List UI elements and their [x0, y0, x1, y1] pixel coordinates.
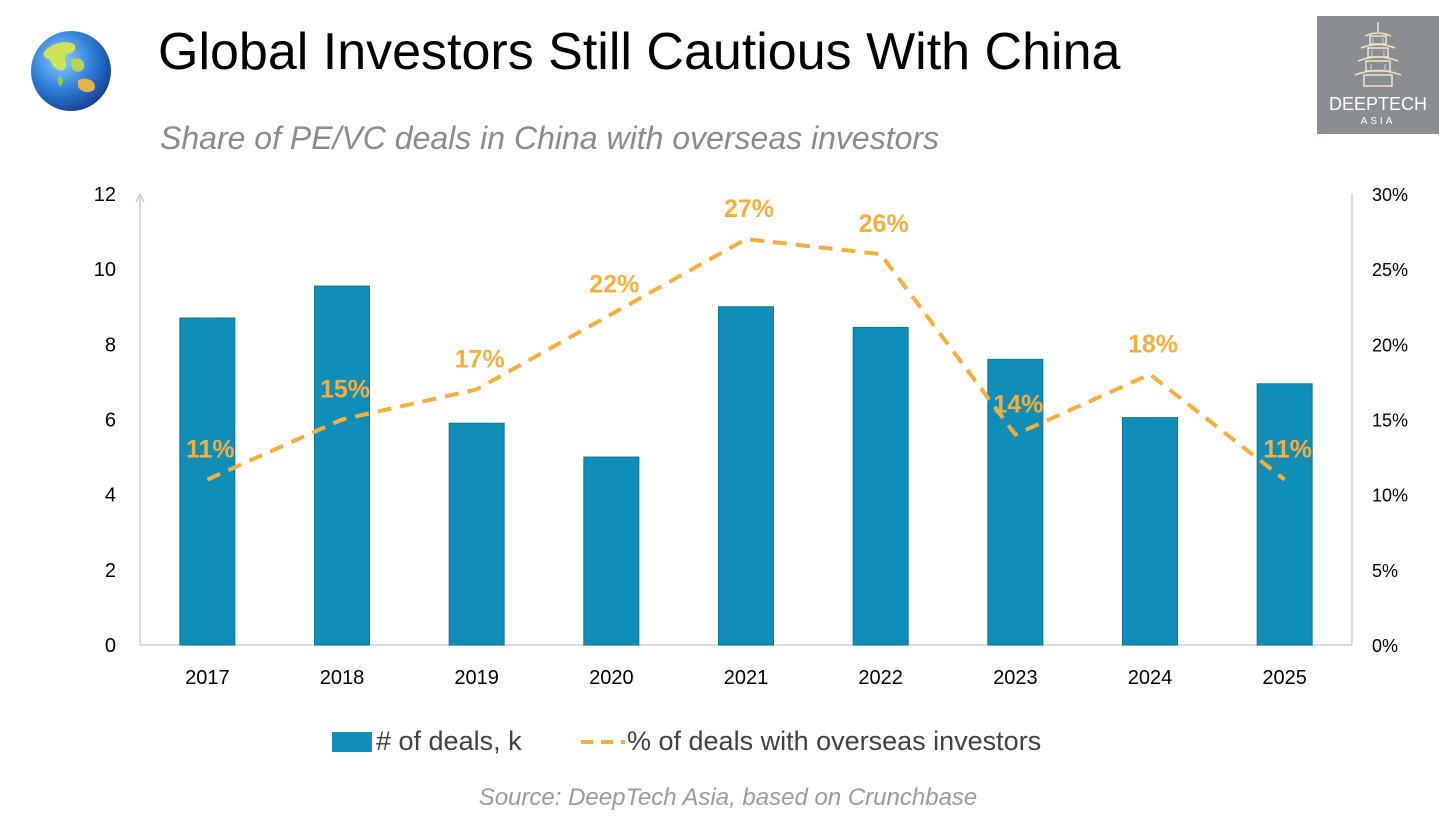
bar	[314, 285, 370, 646]
y-tick-right: 30%	[1372, 185, 1408, 205]
x-tick: 2022	[858, 667, 903, 689]
data-label: 18%	[1128, 330, 1178, 358]
bar	[179, 317, 236, 646]
y-tick-left: 12	[94, 184, 116, 206]
y-tick-right: 20%	[1372, 335, 1408, 355]
bar	[718, 306, 774, 646]
y-tick-left: 0	[105, 635, 116, 657]
x-tick: 2018	[320, 667, 365, 689]
y-tick-right: 15%	[1372, 411, 1408, 431]
data-label: 11%	[186, 436, 235, 464]
legend-item-share: % of deals with overseas investors	[581, 726, 1041, 757]
pagoda-icon	[1354, 22, 1402, 87]
data-label: 11%	[1263, 436, 1312, 464]
bar	[852, 326, 909, 646]
chart-subtitle: Share of PE/VC deals in China with overs…	[160, 120, 940, 156]
logo-name: DEEPTECH	[1328, 94, 1427, 114]
y-tick-right: 0%	[1372, 636, 1398, 656]
data-label: 22%	[589, 270, 639, 298]
x-tick: 2024	[1128, 667, 1173, 689]
legend-swatch-line	[581, 739, 625, 744]
y-tick-right: 25%	[1372, 260, 1408, 280]
y-tick-right: 10%	[1372, 486, 1408, 506]
x-tick: 2019	[454, 667, 499, 689]
x-tick: 2020	[589, 667, 634, 689]
legend-label-share: % of deals with overseas investors	[627, 726, 1042, 756]
x-tick: 2023	[993, 667, 1038, 689]
x-tick: 2017	[185, 667, 230, 689]
logo-subname: ASIA	[1360, 116, 1396, 127]
data-label: 14%	[993, 391, 1043, 419]
series-line	[206, 237, 1286, 482]
y-axis-arrow	[135, 192, 145, 203]
bar	[1256, 383, 1313, 646]
legend: # of deals, k % of deals with overseas i…	[0, 726, 1456, 762]
data-label: 15%	[320, 376, 370, 404]
y-tick-right: 5%	[1372, 561, 1398, 581]
globe-icon	[31, 31, 111, 111]
x-tick: 2025	[1262, 667, 1307, 689]
bar	[583, 456, 640, 646]
y-tick-left: 2	[105, 560, 116, 582]
legend-swatch-bar	[332, 731, 372, 752]
chart-title: Global Investors Still Cautious With Chi…	[158, 23, 1121, 81]
source-note: Source: DeepTech Asia, based on Crunchba…	[478, 784, 978, 811]
bar	[448, 422, 505, 646]
deeptech-asia-logo: DEEPTECH ASIA	[1317, 16, 1439, 134]
data-label: 17%	[455, 345, 505, 373]
y-tick-left: 6	[105, 410, 116, 432]
y-tick-left: 10	[94, 259, 116, 281]
y-tick-left: 4	[105, 485, 116, 507]
bar	[1122, 417, 1178, 646]
x-tick: 2021	[724, 667, 769, 689]
data-label: 27%	[724, 195, 774, 223]
legend-item-deals: # of deals, k	[332, 726, 522, 757]
legend-label-deals: # of deals, k	[376, 726, 522, 756]
data-label: 26%	[859, 210, 909, 238]
y-tick-left: 8	[105, 334, 116, 356]
